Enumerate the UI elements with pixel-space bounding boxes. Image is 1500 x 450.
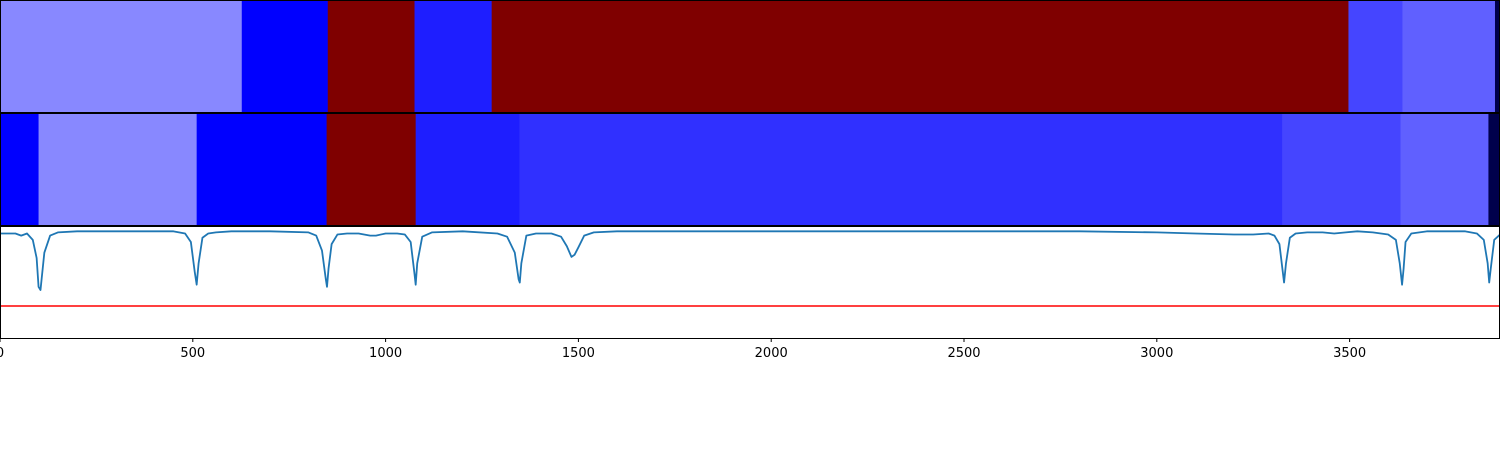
heatmap-top-cell-2 bbox=[327, 1, 416, 112]
heatmap-top-cell-1 bbox=[241, 1, 329, 112]
heatmap-bottom bbox=[0, 113, 1500, 226]
heatmap-top-cell-3 bbox=[414, 1, 493, 112]
heatmap-bottom-cell-3 bbox=[326, 114, 417, 225]
heatmap-bottom-cell-7 bbox=[1400, 114, 1489, 225]
heatmap-top-cell-7 bbox=[1494, 1, 1500, 112]
heatmap-bottom-cell-0 bbox=[0, 114, 40, 225]
signal-series-line bbox=[0, 230, 1500, 291]
x-tick-label-6: 3000 bbox=[1140, 346, 1173, 361]
heatmap-bottom-cell-5 bbox=[519, 114, 1283, 225]
x-tick-label-7: 3500 bbox=[1333, 346, 1366, 361]
x-axis: 0 500 1000 1500 2000 2500 3000 3500 bbox=[0, 338, 1366, 361]
heatmap-bottom-cell-8 bbox=[1488, 114, 1500, 225]
x-tick-label-0: 0 bbox=[0, 346, 4, 361]
x-tick-label-4: 2000 bbox=[755, 346, 788, 361]
heatmap-top-cell-5 bbox=[1348, 1, 1403, 112]
line-plot-frame bbox=[0, 226, 1500, 339]
heatmap-bottom-cell-1 bbox=[38, 114, 198, 225]
heatmap-top-cell-4 bbox=[491, 1, 1349, 112]
x-tick-label-5: 2500 bbox=[947, 346, 980, 361]
line-plot: 0 500 1000 1500 2000 2500 3000 3500 bbox=[0, 226, 1500, 361]
x-tick-label-2: 1000 bbox=[369, 346, 402, 361]
heatmap-top-cell-6 bbox=[1402, 1, 1496, 112]
x-tick-label-1: 500 bbox=[180, 346, 205, 361]
x-tick-label-3: 1500 bbox=[562, 346, 595, 361]
heatmap-top-cell-0 bbox=[0, 1, 243, 112]
heatmap-top bbox=[0, 0, 1500, 113]
heatmap-bottom-cell-6 bbox=[1282, 114, 1402, 225]
heatmap-bottom-cell-4 bbox=[415, 114, 520, 225]
heatmap-bottom-cell-2 bbox=[196, 114, 328, 225]
